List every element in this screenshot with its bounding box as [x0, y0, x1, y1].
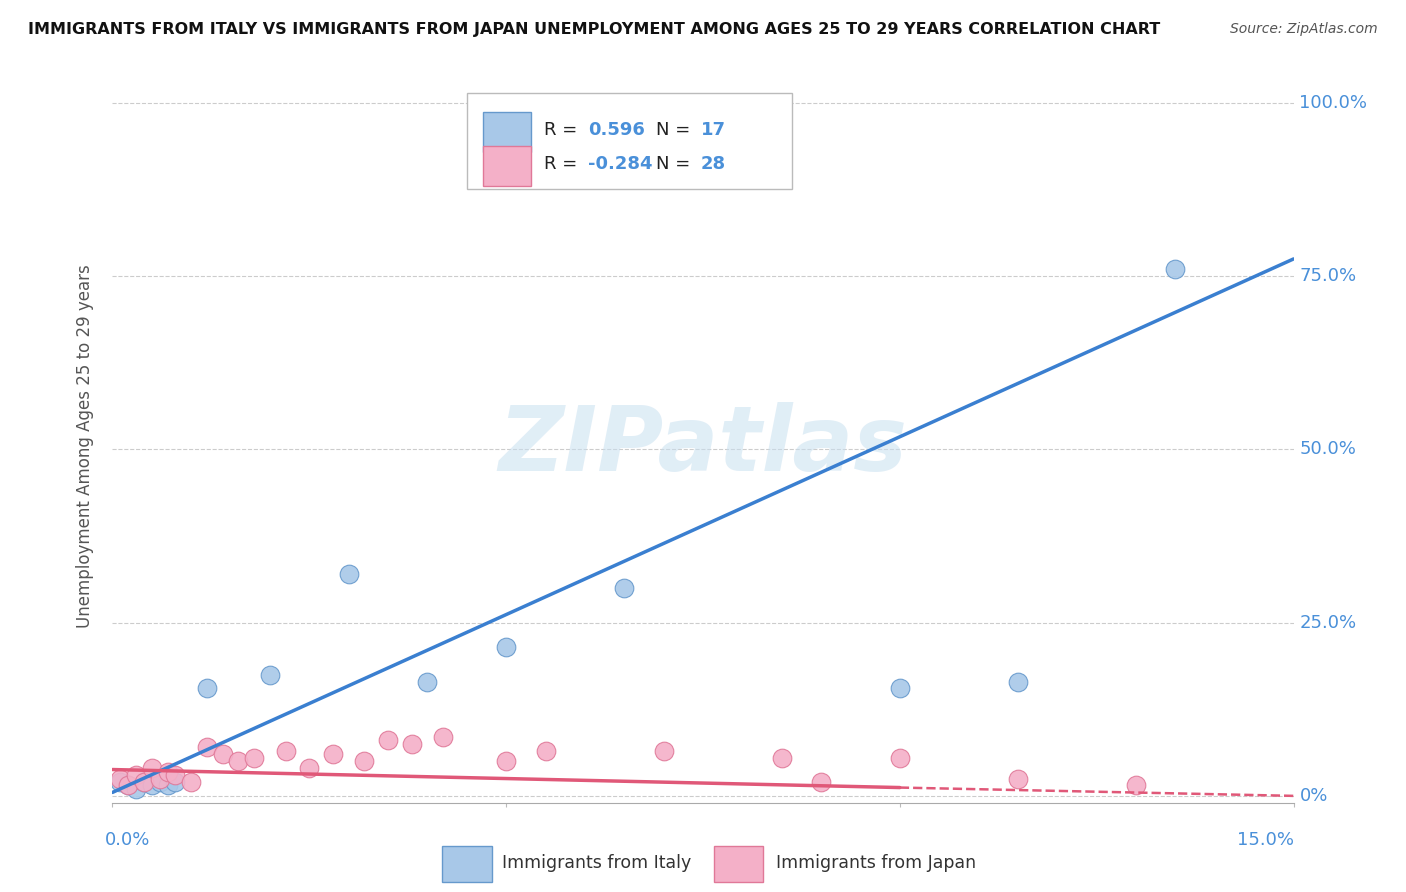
Point: [117, 779, 139, 793]
Point: [298, 761, 321, 775]
Point: [165, 768, 187, 782]
Point: [156, 764, 179, 779]
Text: 0%: 0%: [1299, 787, 1327, 805]
Point: [165, 775, 187, 789]
Text: IMMIGRANTS FROM ITALY VS IMMIGRANTS FROM JAPAN UNEMPLOYMENT AMONG AGES 25 TO 29 : IMMIGRANTS FROM ITALY VS IMMIGRANTS FROM…: [28, 22, 1160, 37]
Point: [416, 674, 439, 689]
Y-axis label: Unemployment Among Ages 25 to 29 years: Unemployment Among Ages 25 to 29 years: [76, 264, 94, 628]
Point: [156, 779, 179, 793]
Point: [353, 754, 375, 768]
Point: [274, 744, 297, 758]
Text: 28: 28: [700, 155, 725, 173]
Point: [195, 740, 218, 755]
Point: [132, 775, 155, 789]
Text: R =: R =: [544, 155, 582, 173]
Point: [125, 781, 148, 796]
Point: [243, 751, 266, 765]
Text: 75.0%: 75.0%: [1299, 268, 1357, 285]
Text: N =: N =: [655, 121, 696, 139]
Text: 15.0%: 15.0%: [1236, 830, 1294, 848]
Point: [495, 640, 517, 654]
Point: [534, 744, 557, 758]
Point: [117, 779, 139, 793]
Point: [141, 779, 163, 793]
Point: [195, 681, 218, 696]
Text: N =: N =: [655, 155, 696, 173]
Point: [132, 775, 155, 789]
Point: [149, 772, 172, 786]
Point: [495, 754, 517, 768]
FancyBboxPatch shape: [484, 145, 530, 186]
Text: Immigrants from Japan: Immigrants from Japan: [776, 855, 976, 872]
FancyBboxPatch shape: [441, 847, 492, 882]
Text: -0.284: -0.284: [589, 155, 652, 173]
Point: [377, 733, 399, 747]
FancyBboxPatch shape: [467, 93, 792, 189]
Text: 25.0%: 25.0%: [1299, 614, 1357, 632]
Text: Source: ZipAtlas.com: Source: ZipAtlas.com: [1230, 22, 1378, 37]
Point: [337, 567, 360, 582]
Point: [1007, 674, 1029, 689]
Point: [322, 747, 344, 762]
Point: [889, 751, 911, 765]
Point: [180, 775, 202, 789]
Point: [149, 775, 172, 789]
Point: [652, 744, 675, 758]
Point: [613, 581, 636, 595]
FancyBboxPatch shape: [484, 112, 530, 153]
Point: [432, 730, 454, 744]
Text: R =: R =: [544, 121, 582, 139]
FancyBboxPatch shape: [714, 847, 763, 882]
Point: [889, 681, 911, 696]
Text: 0.0%: 0.0%: [104, 830, 150, 848]
Point: [141, 761, 163, 775]
Text: 17: 17: [700, 121, 725, 139]
Text: 50.0%: 50.0%: [1299, 441, 1357, 458]
Point: [211, 747, 233, 762]
Point: [401, 737, 423, 751]
Point: [1007, 772, 1029, 786]
Point: [228, 754, 250, 768]
Text: ZIPatlas: ZIPatlas: [499, 402, 907, 490]
Point: [110, 772, 132, 786]
Point: [110, 775, 132, 789]
Point: [259, 667, 281, 681]
Point: [125, 768, 148, 782]
Text: 0.596: 0.596: [589, 121, 645, 139]
Point: [1164, 262, 1187, 277]
Point: [810, 775, 832, 789]
Text: 100.0%: 100.0%: [1299, 94, 1368, 112]
Text: Immigrants from Italy: Immigrants from Italy: [502, 855, 692, 872]
Point: [770, 751, 793, 765]
Point: [1125, 779, 1147, 793]
